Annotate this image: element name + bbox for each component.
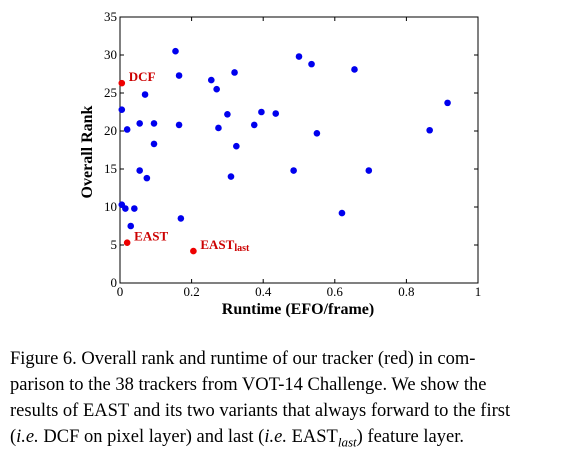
tracker-point — [351, 66, 358, 73]
y-tick-label: 30 — [104, 47, 117, 62]
tracker-point — [215, 124, 222, 132]
tracker-point — [313, 129, 321, 137]
point-label: DCF — [129, 69, 156, 84]
x-tick-label: 0.6 — [327, 284, 344, 299]
tracker-point — [338, 209, 346, 217]
x-tick-label: 0.2 — [183, 284, 199, 299]
tracker-point — [172, 47, 179, 55]
our-tracker-point — [118, 79, 126, 87]
chart-point-labels: DCF EAST EASTlast — [129, 69, 250, 254]
tracker-point — [122, 205, 129, 212]
y-tick-label: 0 — [111, 275, 118, 290]
y-axis-title: Overall Rank — [79, 105, 96, 198]
tracker-point — [365, 167, 373, 174]
x-tick-label: 0.4 — [255, 284, 272, 299]
tracker-point — [123, 126, 131, 133]
tracker-point — [272, 110, 280, 117]
tracker-point — [258, 108, 265, 116]
tracker-point — [250, 121, 258, 129]
caption-line: results of EAST and its two variants tha… — [10, 401, 511, 421]
caption-line: (i.e. DCF on pixel layer) and last (i.e.… — [10, 427, 464, 450]
tracker-point — [213, 85, 220, 93]
plot-frame — [119, 16, 479, 284]
tracker-point — [426, 126, 433, 134]
tracker-point — [118, 106, 126, 114]
tracker-point — [295, 53, 303, 60]
caption-line: parison to the 38 trackers from VOT-14 C… — [10, 375, 487, 395]
y-tick-label: 5 — [111, 237, 118, 252]
tracker-point — [290, 167, 297, 174]
tracker-point — [141, 91, 149, 98]
y-tick-label: 20 — [104, 123, 117, 138]
tracker-point — [150, 120, 158, 127]
tracker-point — [227, 173, 235, 180]
tracker-point — [175, 121, 183, 129]
tracker-point — [177, 215, 185, 222]
x-tick-label: 0 — [117, 284, 124, 299]
chart-axes — [119, 16, 479, 284]
tracker-point — [231, 69, 238, 76]
tracker-point — [444, 99, 451, 107]
point-label: EASTlast — [200, 237, 250, 254]
x-tick-label: 1 — [475, 284, 482, 299]
y-tick-label: 35 — [104, 9, 117, 24]
y-tick-label: 25 — [104, 85, 117, 100]
our-tracker-point — [190, 247, 197, 255]
tracker-point — [207, 76, 215, 84]
x-tick-label: 0.8 — [398, 284, 414, 299]
caption-line: Figure 6. Overall rank and runtime of ou… — [10, 349, 476, 369]
tracker-point — [136, 120, 143, 127]
point-label: EAST — [134, 229, 168, 244]
tracker-point — [308, 60, 315, 68]
tracker-point — [233, 142, 240, 150]
our-tracker-point — [123, 239, 131, 247]
tracker-point — [150, 140, 158, 148]
chart-points — [118, 47, 451, 255]
tracker-point — [224, 110, 231, 118]
tracker-point — [175, 72, 183, 79]
tracker-point — [131, 205, 138, 212]
x-axis-title: Runtime (EFO/frame) — [222, 301, 374, 318]
tracker-point — [127, 222, 135, 230]
tracker-point — [136, 167, 143, 174]
y-tick-label: 15 — [104, 161, 117, 176]
y-tick-label: 10 — [104, 199, 117, 214]
figure-caption: Figure 6. Overall rank and runtime of ou… — [10, 346, 552, 456]
tracker-point — [143, 174, 151, 182]
